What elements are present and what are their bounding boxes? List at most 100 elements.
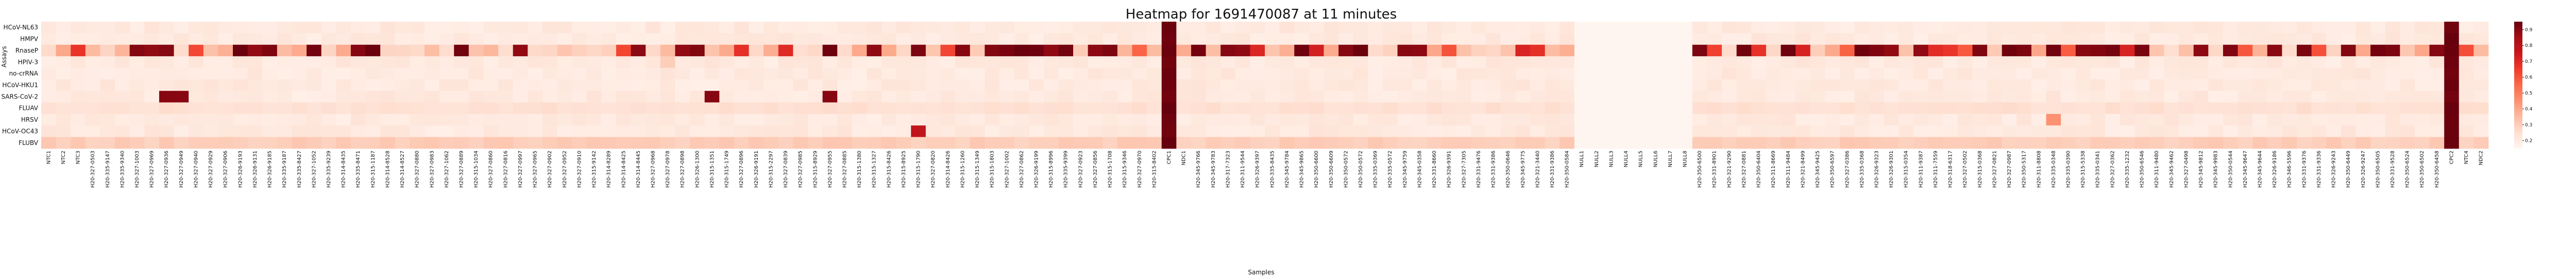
heatmap-cell (2473, 91, 2489, 103)
heatmap-cell (1058, 44, 1074, 57)
heatmap-cell (203, 68, 218, 80)
x-tick-label: H20-318-6317 (1948, 151, 1954, 188)
heatmap-cell (115, 125, 130, 138)
heatmap-cell (1427, 33, 1442, 45)
heatmap-cell (129, 56, 145, 68)
heatmap-cell (1382, 91, 1398, 103)
heatmap-cell (955, 33, 971, 45)
heatmap-cell (1810, 102, 1825, 115)
heatmap-cell (925, 44, 941, 57)
heatmap-cell (2459, 125, 2474, 138)
heatmap-cell (1353, 68, 1368, 80)
heatmap-cell (498, 125, 514, 138)
heatmap-cell (1913, 44, 1929, 57)
heatmap-cell (660, 102, 675, 115)
heatmap-cell (1206, 79, 1221, 91)
heatmap-cell (2149, 125, 2164, 138)
heatmap-cell (2267, 68, 2282, 80)
colorbar-tick-label: 0.2 (2525, 139, 2532, 144)
heatmap-cell (690, 79, 705, 91)
heatmap-cell (2105, 113, 2121, 126)
heatmap-cell (439, 68, 454, 80)
heatmap-cell (2400, 113, 2415, 126)
colorbar-segment (2514, 87, 2522, 90)
heatmap-cell (71, 113, 86, 126)
heatmap-cell (1471, 68, 1486, 80)
heatmap-cell (528, 56, 543, 68)
x-tick-label: H20-327-0816 (503, 151, 509, 188)
x-tick-label: H20-327-0955 (827, 151, 833, 188)
heatmap-cell (1810, 33, 1825, 45)
heatmap-cell (365, 79, 381, 91)
heatmap-cell (1309, 56, 1324, 68)
heatmap-cell (1073, 137, 1089, 149)
heatmap-cell (1368, 68, 1383, 80)
heatmap-cell (2149, 68, 2164, 80)
heatmap-cell (483, 113, 499, 126)
heatmap-cell (970, 33, 985, 45)
heatmap-cell (513, 44, 528, 57)
heatmap-cell (660, 56, 675, 68)
y-tick-label: HRSV (21, 116, 39, 123)
heatmap-cell (1618, 91, 1634, 103)
colorbar-segment (2514, 104, 2522, 107)
heatmap-cell (601, 22, 617, 34)
colorbar-tick-label: 0.8 (2525, 43, 2533, 48)
heatmap-cell (572, 22, 587, 34)
heatmap-cell (925, 91, 941, 103)
heatmap-cell (454, 56, 469, 68)
heatmap-cell (749, 22, 764, 34)
heatmap-cell (1854, 91, 1870, 103)
heatmap-cell (1574, 137, 1589, 149)
heatmap-cell (2105, 79, 2121, 91)
heatmap-cell (2090, 44, 2106, 57)
heatmap-cell (1161, 68, 1177, 80)
heatmap-cell (719, 68, 735, 80)
heatmap-cell (1294, 79, 1310, 91)
heatmap-cell (1648, 91, 1663, 103)
heatmap-cell (56, 113, 71, 126)
heatmap-cell (2385, 44, 2400, 57)
heatmap-cell (1486, 22, 1501, 34)
heatmap-cell (1825, 44, 1840, 57)
heatmap-cell (1117, 125, 1132, 138)
heatmap-cell (1324, 33, 1339, 45)
heatmap-cell (1382, 137, 1398, 149)
heatmap-cell (2282, 137, 2297, 149)
heatmap-cell (1412, 44, 1428, 57)
x-tick-label: H20-315-5338 (2080, 151, 2086, 188)
heatmap-cell (1250, 33, 1265, 45)
heatmap-cell (350, 68, 366, 80)
heatmap-cell (189, 91, 204, 103)
x-tick-label: NULL7 (1668, 151, 1673, 167)
heatmap-cell (572, 44, 587, 57)
heatmap-cell (410, 22, 425, 34)
heatmap-cell (2120, 22, 2135, 34)
heatmap-cell (793, 22, 808, 34)
heatmap-cell (2326, 102, 2342, 115)
heatmap-cell (1692, 33, 1707, 45)
x-tick-label: H20-311-8808 (2036, 151, 2042, 188)
heatmap-cell (1663, 33, 1678, 45)
heatmap-cell (144, 22, 160, 34)
heatmap-cell (1677, 79, 1693, 91)
heatmap-cell (1043, 102, 1059, 115)
heatmap-cell (1279, 102, 1295, 115)
heatmap-cell (586, 44, 602, 57)
x-tick-label: H20-350-0584 (1565, 151, 1570, 188)
heatmap-cell (2252, 91, 2268, 103)
heatmap-cell (1766, 56, 1781, 68)
x-tick-label: H20-335-1232 (2125, 151, 2130, 188)
x-tick-label: H20-314-8528 (385, 151, 391, 188)
heatmap-cell (1913, 102, 1929, 115)
heatmap-cell (1839, 79, 1855, 91)
x-tick-label: H20-345-9462 (2169, 151, 2175, 188)
heatmap-cell (203, 102, 218, 115)
heatmap-cell (1176, 125, 1192, 138)
heatmap-cell (793, 56, 808, 68)
heatmap-cell (41, 91, 57, 103)
heatmap-cell (41, 125, 57, 138)
heatmap-cell (1545, 22, 1560, 34)
heatmap-cell (454, 22, 469, 34)
heatmap-cell (867, 91, 882, 103)
